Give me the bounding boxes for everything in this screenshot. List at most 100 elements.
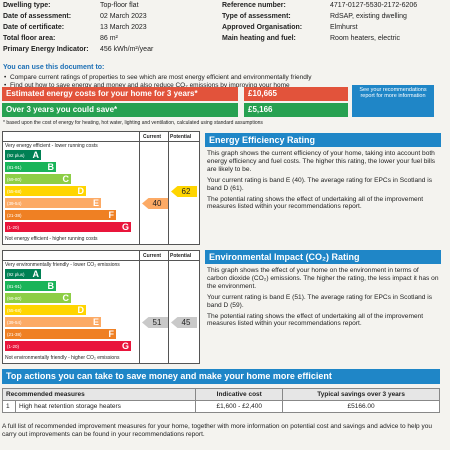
band-letter: C <box>62 293 70 303</box>
use-item: Compare current ratings of properties to… <box>10 74 312 81</box>
band-letter: F <box>108 210 115 220</box>
col-line <box>168 132 169 244</box>
band-range: (55-68) <box>7 308 22 313</box>
current-arrow: 40 <box>142 198 168 209</box>
field-label: Date of certificate: <box>3 24 65 31</box>
top-label: Very environmentally friendly - lower CO… <box>5 262 120 268</box>
field-value: 456 kWh/m²/year <box>100 46 154 53</box>
use-item: Find out how to save energy and money an… <box>10 82 290 89</box>
current-arrow: 51 <box>142 317 168 328</box>
band: (1-20) G <box>5 222 131 232</box>
band: (81-91) B <box>5 162 56 172</box>
field-label: Dwelling type: <box>3 2 51 9</box>
band-letter: A <box>32 150 40 160</box>
field-value: 02 March 2023 <box>100 13 147 20</box>
table-row: 1 High heat retention storage heaters £1,6… <box>2 400 440 413</box>
field-value: RdSAP, existing dwelling <box>330 13 407 20</box>
band-letter: F <box>108 329 115 339</box>
col-line <box>139 251 140 363</box>
band-range: (39-54) <box>7 201 22 206</box>
band-range: (69-80) <box>7 296 22 301</box>
band-range: (21-38) <box>7 213 22 218</box>
band: (55-68) D <box>5 305 86 315</box>
band: (92 plus) A <box>5 150 41 160</box>
bottom-label: Not energy efficient - higher running co… <box>5 236 98 242</box>
actions-footer: A full list of recommended improvement m… <box>2 423 432 439</box>
band: (39-54) E <box>5 198 101 208</box>
col-line <box>139 132 140 244</box>
band-letter: A <box>32 269 40 279</box>
band-letter: E <box>92 198 99 208</box>
field-value: 86 m² <box>100 35 118 42</box>
header-line <box>3 260 199 261</box>
band: (92 plus) A <box>5 269 41 279</box>
band-range: (81-91) <box>7 165 22 170</box>
band-range: (1-20) <box>7 344 20 349</box>
paragraph: This graph shows the current efficiency … <box>207 150 436 173</box>
potential-arrow: 45 <box>171 317 197 328</box>
paragraph: The potential rating shows the effect of… <box>207 195 424 211</box>
footnote: * based upon the cost of energy for heat… <box>3 120 263 126</box>
col-line <box>168 251 169 363</box>
band: (55-68) D <box>5 186 86 196</box>
cost-label: Estimated energy costs for your home for… <box>2 87 238 101</box>
header-cell: Recommended measures <box>1 388 197 401</box>
actions-title: Top actions you can take to save money a… <box>2 369 440 384</box>
header-line <box>3 141 199 142</box>
field-label: Date of assessment: <box>3 13 72 20</box>
band-letter: D <box>77 305 85 315</box>
band-letter: G <box>121 341 129 351</box>
top-label: Very energy efficient - lower running co… <box>5 143 98 149</box>
cost-label: Over 3 years you could save* <box>2 103 238 117</box>
energy-chart: Current Potential Very energy efficient - … <box>2 131 200 245</box>
paragraph: The potential rating shows the effect of… <box>207 312 424 328</box>
current-header: Current <box>143 134 162 140</box>
text-title: Environmental Impact (CO₂) Rating <box>205 250 441 264</box>
band-range: (69-80) <box>7 177 22 182</box>
band-letter: E <box>92 317 99 327</box>
band-letter: G <box>121 222 129 232</box>
header-row: Recommended measures Indicative cost Typic… <box>1 388 440 401</box>
band-range: (81-91) <box>7 284 22 289</box>
band: (81-91) B <box>5 281 56 291</box>
paragraph: Your current rating is band E (40). The … <box>207 176 433 192</box>
potential-arrow: 62 <box>171 186 197 197</box>
field-label: Total floor area: <box>3 35 56 42</box>
env-text: Environmental Impact (CO₂) Rating This gr… <box>205 250 441 331</box>
actions-table: Recommended measures Indicative cost Typic… <box>1 388 440 413</box>
band-letter: B <box>47 162 55 172</box>
energy-text: Energy Efficiency Rating This graph shows… <box>205 133 441 214</box>
cost-value: £10,665 <box>244 87 348 101</box>
bullet: • <box>4 74 7 81</box>
field-label: Reference number: <box>222 2 286 9</box>
band-range: (1-20) <box>7 225 20 230</box>
field-label: Primary Energy Indicator: <box>3 46 89 53</box>
paragraph: This graph shows the effect of your home… <box>207 267 439 290</box>
field-value: Top-floor flat <box>100 2 139 9</box>
band-range: (21-38) <box>7 332 22 337</box>
band: (69-80) C <box>5 293 71 303</box>
report-note: See your recommendations report for more… <box>352 85 434 117</box>
band: (69-80) C <box>5 174 71 184</box>
band-letter: D <box>77 186 85 196</box>
band-range: (92 plus) <box>7 153 25 158</box>
band-letter: C <box>62 174 70 184</box>
cell: 1 <box>2 400 16 413</box>
uses-title: You can use this document to: <box>3 64 105 71</box>
env-chart: Current Potential Very environmentally fri… <box>2 250 200 364</box>
band: (21-38) F <box>5 210 116 220</box>
field-label: Main heating and fuel: <box>222 35 296 42</box>
band-range: (39-54) <box>7 320 22 325</box>
cell: High heat retention storage heaters <box>14 400 197 413</box>
bullet: • <box>4 82 7 89</box>
band-letter: B <box>47 281 55 291</box>
potential-header: Potential <box>170 134 192 140</box>
cell: £5166.00 <box>282 400 440 413</box>
field-value: Room heaters, electric <box>330 35 401 42</box>
cost-value: £5,166 <box>244 103 348 117</box>
header-cell: Indicative cost <box>195 388 284 401</box>
field-label: Type of assessment: <box>222 13 291 20</box>
band: (1-20) G <box>5 341 131 351</box>
current-header: Current <box>143 253 162 259</box>
